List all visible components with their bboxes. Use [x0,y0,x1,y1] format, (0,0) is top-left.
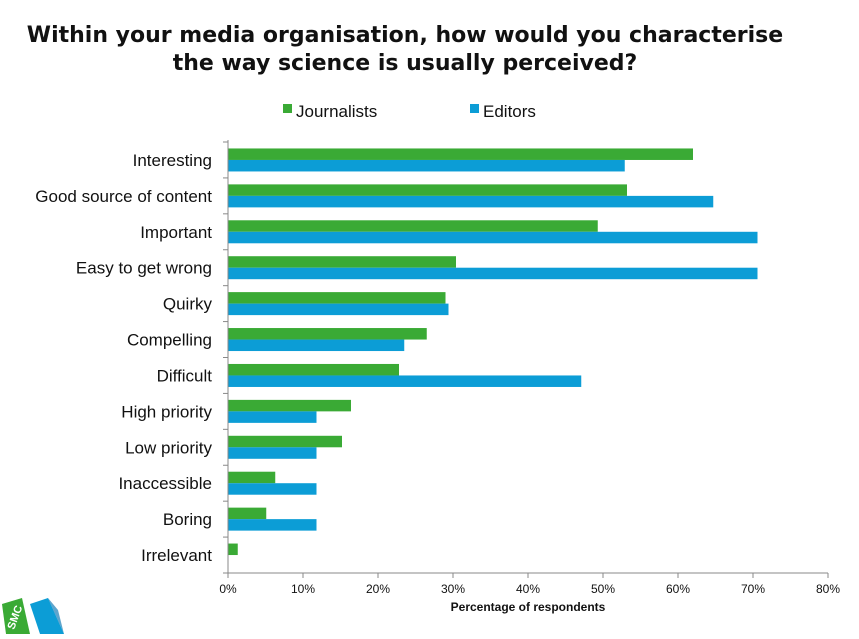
category-label: Good source of content [35,187,212,206]
bar-editors-compelling [228,339,405,352]
x-tick-label: 0% [219,582,237,596]
bar-journalists-compelling [228,328,427,340]
x-tick-label: 60% [666,582,690,596]
bar-journalists-irrelevant [228,543,238,556]
bar-editors-important [228,231,758,244]
x-tick-label: 20% [366,582,390,596]
bar-editors-interesting [228,159,625,172]
category-label: Irrelevant [141,546,212,565]
category-label: Difficult [157,366,213,385]
axes-group [223,140,829,578]
labels-group: Interesting Good source of content Importa… [35,151,840,614]
bar-journalists-boring [228,507,267,520]
x-tick-label: 50% [591,582,615,596]
bar-editors-difficult [228,375,582,387]
category-label: Inaccessible [118,474,212,493]
legend-label-editors: Editors [483,102,536,121]
x-tick-label: 30% [441,582,465,596]
bar-editors-quirky [228,303,449,316]
bar-journalists-difficult [228,363,399,376]
bar-journalists-high-priority [228,399,351,412]
bar-journalists-quirky [228,292,446,304]
legend: Journalists Editors [283,102,536,121]
bar-editors-boring [228,519,317,531]
category-label: Low priority [125,438,212,457]
legend-label-journalists: Journalists [296,102,377,121]
category-label: Interesting [133,151,212,170]
category-label: Easy to get wrong [76,259,212,278]
legend-swatch-editors [470,104,479,113]
category-label: Boring [163,510,212,529]
bar-journalists-interesting [228,148,693,160]
category-label: High priority [121,402,212,421]
bar-journalists-inaccessible [228,471,276,484]
bar-editors-easy-to-get-wrong [228,267,758,280]
category-label: Important [140,223,212,242]
x-tick-label: 70% [741,582,765,596]
bar-journalists-easy-to-get-wrong [228,256,456,268]
smc-logo: SMC [0,596,72,634]
chart-title-line-2: the way science is usually perceived? [172,51,638,76]
chart-title-line-1: Within your media organisation, how woul… [26,23,784,48]
chart-title: Within your media organisation, how woul… [20,22,790,78]
bar-journalists-low-priority [228,435,342,448]
bar-editors-good-source-of-content [228,195,714,208]
bar-editors-inaccessible [228,483,317,495]
bar-journalists-important [228,220,598,232]
bar-editors-low-priority [228,447,317,459]
category-label: Quirky [163,295,213,314]
legend-swatch-journalists [283,104,292,113]
bars-group [228,148,758,556]
x-axis-title: Percentage of respondents [451,600,606,614]
x-tick-label: 10% [291,582,315,596]
category-label: Compelling [127,331,212,350]
x-tick-label: 40% [516,582,540,596]
bar-editors-high-priority [228,411,317,423]
bar-journalists-good-source-of-content [228,184,627,196]
x-tick-label: 80% [816,582,840,596]
